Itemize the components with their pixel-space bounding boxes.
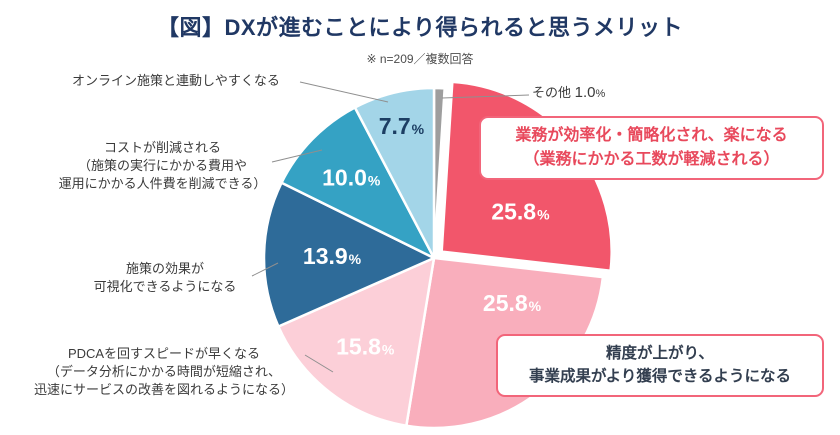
leader-line-effect (251, 262, 279, 277)
pie-slices: 25.8% 25.8% 15.8% 13.9% 10.0% 7.7% (262, 80, 613, 430)
pie-slice-4 (262, 181, 436, 328)
other-value: 1.0 (574, 84, 596, 101)
pct-label-1: 25.8% (491, 198, 550, 224)
chart-title: 【図】DXが進むことにより得られると思うメリット (156, 15, 684, 40)
label-pdca-speed: PDCAを回すスピードが早くなる （データ分析にかかる時間が短縮され、 迅速にサ… (33, 346, 294, 397)
pie-slice-5 (280, 106, 436, 260)
callout-accuracy: 精度が上がり、 事業成果がより獲得できるようになる (496, 334, 824, 397)
callout-efficiency: 業務が効率化・簡略化され、楽になる （業務にかかる工数が軽減される） (479, 116, 824, 180)
pct-label-2: 25.8% (483, 290, 542, 316)
other-unit: % (595, 88, 606, 100)
leader-line-cost (271, 149, 323, 163)
label-effect-visualization: 施策の効果が 可視化できるようになる (93, 261, 237, 294)
pct-label-3: 15.8% (336, 334, 395, 360)
leader-line-pdca (304, 354, 334, 373)
sample-size-note: ※ n=209／複数回答 (366, 52, 474, 66)
label-online-link: オンライン施策と連動しやすくなる (72, 73, 280, 88)
label-cost-reduction: コストが削減される （施策の実行にかかる費用や 運用にかかる人件費を削減できる） (58, 140, 267, 191)
leader-lines (251, 81, 530, 373)
pct-label-5: 10.0% (322, 164, 381, 190)
leader-line-other (441, 94, 530, 99)
other-text: その他 (532, 85, 572, 100)
pie-slice-3 (277, 256, 436, 427)
label-other: その他 1.0% (532, 82, 605, 101)
pct-label-6: 7.7% (379, 113, 425, 139)
pie-slice-6 (353, 86, 436, 260)
pct-label-4: 13.9% (303, 243, 362, 269)
leader-line-online (299, 81, 389, 103)
